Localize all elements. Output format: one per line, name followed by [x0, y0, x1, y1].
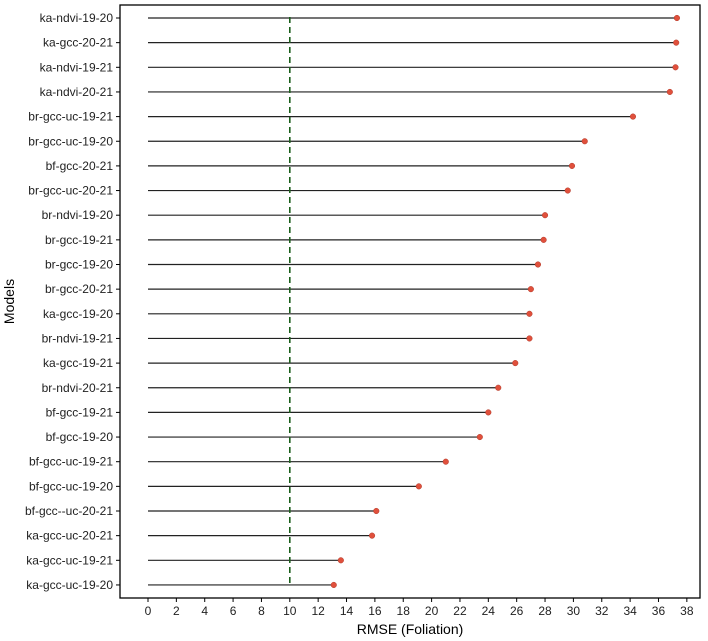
- x-tick-label: 26: [510, 604, 524, 618]
- x-tick-label: 30: [567, 604, 581, 618]
- x-tick-label: 12: [311, 604, 325, 618]
- y-tick-label: br-gcc-19-21: [45, 233, 113, 247]
- point-bf-gcc--uc-20-21: [373, 507, 380, 515]
- point-br-ndvi-19-20: [541, 212, 549, 219]
- point-ka-ndvi-20-21: [666, 88, 673, 95]
- x-tick-label: 36: [652, 604, 666, 618]
- point-ka-ndvi-19-20: [673, 14, 680, 22]
- point-br-ndvi-19-21: [526, 335, 533, 342]
- x-tick-label: 38: [680, 604, 694, 618]
- x-tick-label: 20: [425, 604, 439, 618]
- plot-area: [119, 4, 701, 599]
- x-tick-label: 4: [201, 604, 208, 618]
- point-bf-gcc-uc-19-20: [415, 483, 422, 490]
- point-ka-gcc-uc-20-21: [368, 532, 376, 539]
- point-ka-gcc-uc-19-21: [337, 557, 344, 564]
- x-tick-label: 10: [283, 604, 297, 618]
- y-tick-label: ka-gcc-19-20: [43, 307, 113, 321]
- x-tick-label: 14: [340, 604, 354, 618]
- x-tick-label: 32: [595, 604, 609, 618]
- x-tick-label: 22: [453, 604, 467, 618]
- y-tick-label: ka-gcc-uc-20-21: [26, 529, 113, 543]
- plot-frame: [119, 4, 701, 599]
- x-tick-label: 34: [623, 604, 637, 618]
- x-tick-label: 6: [230, 604, 237, 618]
- point-br-gcc-uc-19-20: [581, 138, 588, 145]
- x-tick-label: 28: [538, 604, 552, 618]
- y-axis: ka-ndvi-19-20 ka-gcc-20-21 ka-ndvi-19-21 ka…: [25, 11, 120, 592]
- y-tick-label: bf-gcc-uc-19-20: [29, 479, 113, 493]
- y-tick-label: ka-gcc-19-21: [43, 356, 113, 370]
- point-bf-gcc-19-21: [485, 409, 492, 416]
- x-tick-label: 18: [397, 604, 411, 618]
- x-tick-label: 8: [258, 604, 265, 618]
- y-tick-label: bf-gcc--uc-20-21: [25, 504, 113, 518]
- point-ka-gcc-20-21: [673, 39, 680, 46]
- x-axis-title: RMSE (Foliation): [357, 621, 464, 637]
- y-axis-title: Models: [1, 279, 17, 324]
- point-bf-gcc-uc-19-21: [442, 458, 449, 465]
- y-tick-label: ka-ndvi-19-20: [40, 11, 114, 25]
- y-tick-label: ka-ndvi-19-21: [40, 60, 114, 74]
- x-tick-label: 0: [145, 604, 152, 618]
- y-tick-label: ka-gcc-uc-19-20: [26, 578, 113, 592]
- x-tick-label: 16: [368, 604, 382, 618]
- y-tick-label: bf-gcc-20-21: [46, 159, 114, 173]
- point-br-gcc-uc-19-21: [629, 113, 637, 120]
- y-tick-label: br-gcc-uc-20-21: [28, 184, 113, 198]
- y-tick-label: br-ndvi-19-21: [42, 331, 114, 345]
- y-tick-label: bf-gcc-uc-19-21: [29, 455, 113, 469]
- stems-layer: [148, 17, 677, 586]
- point-ka-gcc-19-20: [526, 310, 533, 317]
- y-tick-label: br-gcc-uc-19-20: [28, 134, 113, 148]
- point-br-gcc-uc-20-21: [564, 187, 571, 194]
- point-ka-ndvi-19-21: [672, 64, 679, 71]
- point-br-gcc-20-21: [527, 286, 534, 293]
- x-tick-label: 2: [173, 604, 180, 618]
- y-tick-label: br-gcc-uc-19-21: [28, 110, 113, 124]
- point-ka-gcc-19-21: [512, 360, 519, 367]
- point-bf-gcc-19-20: [476, 434, 483, 441]
- points-layer: [330, 14, 680, 589]
- y-tick-label: bf-gcc-19-21: [46, 405, 114, 419]
- point-ka-gcc-uc-19-20: [330, 581, 337, 589]
- y-tick-label: br-ndvi-20-21: [42, 381, 114, 395]
- point-br-gcc-19-20: [534, 261, 542, 268]
- point-br-ndvi-20-21: [495, 384, 502, 391]
- y-tick-label: bf-gcc-19-20: [46, 430, 114, 444]
- y-tick-label: br-ndvi-19-20: [42, 208, 114, 222]
- point-bf-gcc-20-21: [568, 162, 576, 169]
- y-tick-label: ka-gcc-20-21: [43, 36, 113, 50]
- x-tick-label: 24: [482, 604, 496, 618]
- y-tick-label: br-gcc-20-21: [45, 282, 113, 296]
- y-tick-label: ka-ndvi-20-21: [40, 85, 114, 99]
- y-tick-label: br-gcc-19-20: [45, 258, 113, 272]
- x-axis: 0 2 4 6 8 10 12 14 16 18 20 22 24 26 28 30 32 34 36 38: [145, 598, 694, 618]
- point-br-gcc-19-21: [540, 236, 547, 243]
- y-tick-label: ka-gcc-uc-19-21: [26, 553, 113, 567]
